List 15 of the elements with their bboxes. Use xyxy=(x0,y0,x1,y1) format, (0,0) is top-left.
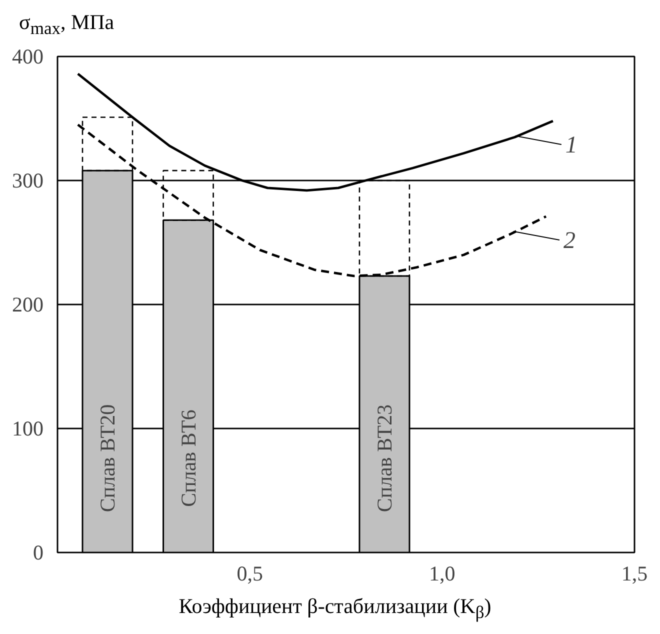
x-tick-label: 0,5 xyxy=(236,562,263,586)
x-tick-label: 1,5 xyxy=(621,562,648,586)
y-tick-label: 200 xyxy=(12,292,44,316)
y-tick-label: 400 xyxy=(12,44,44,68)
annotation: 2 xyxy=(563,228,576,254)
x-axis-title: Коэффициент β-стабилизации (K$_{β}$) xyxy=(178,594,492,622)
annotation: Сплав ВТ23 xyxy=(372,404,396,512)
x-tick-label: 1,0 xyxy=(429,562,456,586)
annotation: Сплав ВТ20 xyxy=(96,404,120,512)
y-axis-title: σ$_{max}$, МПа xyxy=(19,10,114,38)
annotation: Сплав ВТ6 xyxy=(176,410,200,507)
y-tick-label: 300 xyxy=(12,168,44,192)
y-tick-label: 0 xyxy=(33,540,44,564)
y-tick-label: 100 xyxy=(12,416,44,440)
annotation: 1 xyxy=(565,132,578,159)
